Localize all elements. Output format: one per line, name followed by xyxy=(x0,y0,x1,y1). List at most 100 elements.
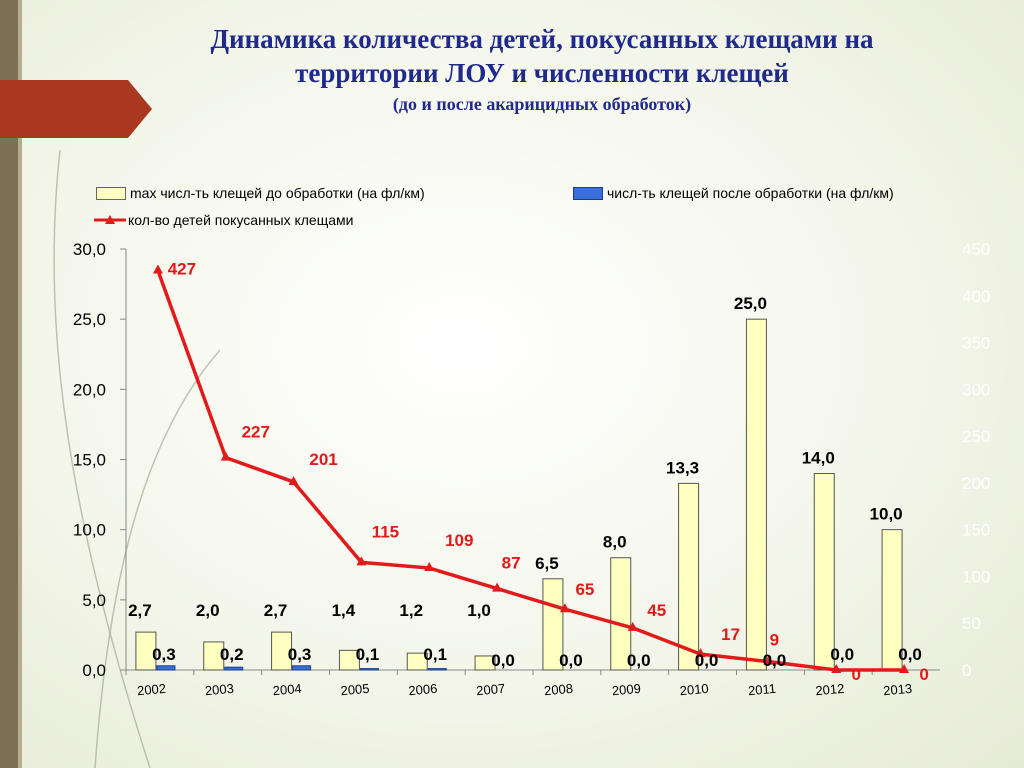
label-children-2013: 0 xyxy=(919,665,928,684)
label-after-2006: 0,1 xyxy=(423,645,447,664)
y-left-tick-label: 25,0 xyxy=(73,310,106,329)
legend-label-children: кол-во детей покусанных клещами xyxy=(128,212,354,228)
legend-swatch-after xyxy=(573,186,603,200)
legend-item-before: max числ-ть клещей до обработки (на фл/к… xyxy=(96,185,425,201)
bar-before-2012 xyxy=(813,473,835,671)
bar-before-2006 xyxy=(406,652,428,671)
label-after-2009: 0,0 xyxy=(627,651,651,670)
x-tick-label: 2005 xyxy=(340,681,370,698)
page-title: Динамика количества детей, покусанных кл… xyxy=(60,22,1024,116)
label-children-2006: 109 xyxy=(445,531,473,550)
y-right-tick-label: 50 xyxy=(962,614,981,633)
label-after-2010: 0,0 xyxy=(695,651,719,670)
bar-before-2004 xyxy=(271,631,293,671)
y-left-tick-label: 15,0 xyxy=(73,451,106,470)
y-right-tick-label: 250 xyxy=(962,427,990,446)
y-right-tick-label: 300 xyxy=(962,380,990,399)
title-subtitle: (до и после акарицидных обработок) xyxy=(392,94,692,114)
x-tick-label: 2002 xyxy=(136,681,166,698)
x-tick-label: 2006 xyxy=(408,681,438,698)
label-children-2005: 115 xyxy=(372,522,399,541)
label-children-2003: 227 xyxy=(242,423,270,442)
label-children-2009: 45 xyxy=(647,601,666,620)
label-before-2013: 10,0 xyxy=(870,505,903,524)
y-left-tick-label: 30,0 xyxy=(73,240,106,259)
x-tick-label: 2012 xyxy=(815,681,845,698)
x-tick-label: 2008 xyxy=(543,681,573,698)
y-right-tick-label: 400 xyxy=(962,287,990,306)
y-right-tick-label: 0 xyxy=(962,661,971,680)
legend-swatch-children xyxy=(94,215,126,224)
point-children-2005 xyxy=(356,556,367,566)
label-before-2004: 2,7 xyxy=(264,601,288,620)
bar-before-2007 xyxy=(474,655,496,671)
point-children-2007 xyxy=(492,582,503,592)
point-children-2013 xyxy=(899,664,910,673)
y-right-tick-label: 150 xyxy=(962,521,990,540)
bar-before-2005 xyxy=(338,649,360,671)
bar-before-2003 xyxy=(203,641,225,671)
point-children-2003 xyxy=(220,451,231,461)
label-before-2012: 14,0 xyxy=(802,449,835,468)
x-tick-label: 2011 xyxy=(747,681,776,698)
point-children-2009 xyxy=(627,621,638,631)
legend-item-after: числ-ть клещей после обработки (на фл/км… xyxy=(573,185,894,201)
label-before-2010: 13,3 xyxy=(666,458,699,477)
label-before-2005: 1,4 xyxy=(332,601,356,620)
x-tick-label: 2009 xyxy=(611,681,641,698)
label-before-2009: 8,0 xyxy=(603,533,627,552)
label-children-2004: 201 xyxy=(309,450,337,469)
label-before-2011: 25,0 xyxy=(734,294,767,313)
x-tick-label: 2007 xyxy=(476,681,506,698)
label-after-2012: 0,0 xyxy=(830,645,854,664)
bar-before-2009 xyxy=(610,557,632,671)
bar-after-2002 xyxy=(156,665,176,671)
y-left-tick-label: 20,0 xyxy=(73,380,106,399)
bar-before-2008 xyxy=(542,578,564,671)
bar-before-2010 xyxy=(678,482,700,671)
label-before-2006: 1,2 xyxy=(399,601,423,620)
bar-after-2005 xyxy=(359,668,379,671)
legend-label-before: max числ-ть клещей до обработки (на фл/к… xyxy=(130,185,425,201)
x-tick-label: 2003 xyxy=(204,681,234,698)
label-after-2011: 0,0 xyxy=(763,651,787,670)
label-children-2011: 9 xyxy=(770,631,779,650)
label-after-2004: 0,3 xyxy=(288,645,312,664)
bar-before-2002 xyxy=(135,631,157,671)
label-before-2003: 2,0 xyxy=(196,601,220,620)
left-decor-stripe xyxy=(18,0,22,768)
point-children-2008 xyxy=(559,603,570,613)
y-right-tick-label: 200 xyxy=(962,474,990,493)
label-children-2012: 0 xyxy=(852,665,861,684)
label-after-2013: 0,0 xyxy=(898,645,922,664)
x-tick-label: 2004 xyxy=(272,681,302,698)
label-children-2002: 427 xyxy=(168,260,196,279)
title-line-2: территории ЛОУ и численности клещей xyxy=(295,58,789,88)
decor-curves xyxy=(53,149,221,768)
label-before-2008: 6,5 xyxy=(535,554,559,573)
point-children-2002 xyxy=(152,264,163,274)
label-after-2005: 0,1 xyxy=(356,645,380,664)
bar-after-2003 xyxy=(224,666,244,671)
y-left-tick-label: 10,0 xyxy=(73,521,106,540)
legend-item-children: кол-во детей покусанных клещами xyxy=(94,212,353,228)
y-right-tick-label: 450 xyxy=(962,240,990,259)
title-ribbon xyxy=(0,80,152,138)
point-children-2010 xyxy=(695,648,706,658)
label-children-2008: 65 xyxy=(575,580,594,599)
label-after-2002: 0,3 xyxy=(152,645,176,664)
label-after-2003: 0,2 xyxy=(220,645,244,664)
y-right-tick-label: 100 xyxy=(962,567,990,586)
legend-label-after: числ-ть клещей после обработки (на фл/км… xyxy=(607,185,894,201)
line-children xyxy=(156,269,905,672)
label-children-2007: 87 xyxy=(502,554,521,573)
label-before-2002: 2,7 xyxy=(128,601,152,620)
point-children-2004 xyxy=(288,475,299,485)
point-children-2012 xyxy=(831,664,842,673)
point-children-2006 xyxy=(424,562,435,572)
y-left-tick-label: 5,0 xyxy=(82,591,106,610)
label-after-2007: 0,0 xyxy=(491,651,515,670)
y-right-tick-label: 350 xyxy=(962,334,990,353)
label-before-2007: 1,0 xyxy=(467,601,491,620)
